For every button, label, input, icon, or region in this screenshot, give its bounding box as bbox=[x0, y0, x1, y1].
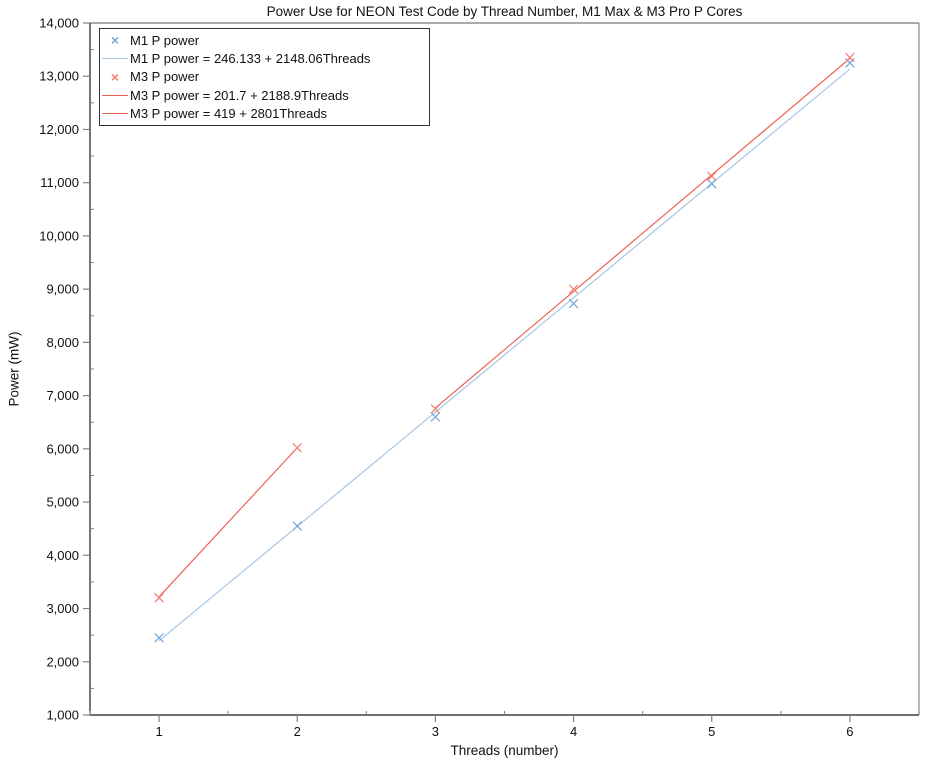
legend-item: × M3 P power bbox=[100, 68, 429, 86]
x-tick-label: 1 bbox=[155, 724, 162, 739]
y-tick-label: 3,000 bbox=[46, 601, 79, 616]
fit-line bbox=[435, 57, 851, 409]
data-point-x-marker bbox=[292, 521, 302, 531]
fit-line bbox=[158, 68, 851, 642]
x-marker-glyph: × bbox=[110, 68, 120, 85]
data-point-x-marker bbox=[154, 633, 164, 643]
y-tick-label: 6,000 bbox=[46, 441, 79, 456]
legend-box: × M1 P power M1 P power = 246.133 + 2148.0… bbox=[99, 28, 430, 126]
legend-item-label: M1 P power bbox=[130, 32, 200, 48]
y-tick-label: 12,000 bbox=[39, 122, 79, 137]
x-tick-label: 4 bbox=[570, 724, 577, 739]
y-tick-label: 9,000 bbox=[46, 282, 79, 297]
line-sample-glyph bbox=[102, 113, 128, 115]
legend-item-label: M3 P power bbox=[130, 69, 200, 85]
line-sample-glyph bbox=[102, 94, 128, 96]
y-tick-label: 2,000 bbox=[46, 654, 79, 669]
data-point-x-marker bbox=[568, 298, 579, 309]
data-point-x-marker bbox=[845, 52, 855, 63]
y-tick-label: 5,000 bbox=[46, 495, 79, 510]
legend-item-label: M3 P power = 419 + 2801Threads bbox=[130, 106, 328, 122]
legend-line-icon bbox=[100, 113, 130, 115]
x-marker-glyph: × bbox=[110, 32, 120, 49]
y-tick-label: 7,000 bbox=[46, 388, 79, 403]
legend-item: M3 P power = 419 + 2801Threads bbox=[100, 105, 429, 123]
line-sample-glyph bbox=[102, 58, 128, 60]
data-point-x-marker bbox=[292, 443, 302, 453]
legend-item: M3 P power = 201.7 + 2188.9Threads bbox=[100, 86, 429, 104]
y-tick-label: 13,000 bbox=[39, 69, 79, 84]
data-point-x-marker bbox=[154, 593, 164, 603]
legend-x-marker-icon: × bbox=[100, 32, 130, 49]
legend-line-icon bbox=[100, 94, 130, 96]
y-tick-label: 8,000 bbox=[46, 335, 79, 350]
y-tick-label: 10,000 bbox=[39, 228, 79, 243]
data-point-x-marker bbox=[430, 404, 441, 414]
legend-item-label: M3 P power = 201.7 + 2188.9Threads bbox=[130, 87, 349, 103]
y-tick-label: 11,000 bbox=[40, 175, 79, 190]
legend-x-marker-icon: × bbox=[100, 68, 130, 85]
legend-item: M1 P power = 246.133 + 2148.06Threads bbox=[100, 50, 429, 68]
data-point-x-marker bbox=[707, 179, 717, 189]
x-tick-label: 6 bbox=[846, 724, 853, 739]
legend-item-label: M1 P power = 246.133 + 2148.06Threads bbox=[130, 51, 371, 67]
data-point-x-marker bbox=[430, 412, 441, 422]
legend-item: × M1 P power bbox=[100, 31, 429, 49]
chart-title: Power Use for NEON Test Code by Thread N… bbox=[266, 4, 743, 19]
fit-line bbox=[158, 447, 298, 598]
x-tick-label: 3 bbox=[432, 724, 439, 739]
x-axis-label: Threads (number) bbox=[450, 743, 559, 758]
y-tick-label: 1,000 bbox=[46, 708, 79, 723]
data-point-x-marker bbox=[568, 284, 579, 294]
x-tick-label: 2 bbox=[294, 724, 301, 739]
x-tick-label: 5 bbox=[708, 724, 715, 739]
legend-line-icon bbox=[100, 58, 130, 60]
data-point-x-marker bbox=[707, 171, 717, 181]
y-tick-label: 4,000 bbox=[46, 548, 79, 563]
y-tick-label: 14,000 bbox=[39, 16, 79, 31]
y-axis-label: Power (mW) bbox=[6, 331, 22, 407]
